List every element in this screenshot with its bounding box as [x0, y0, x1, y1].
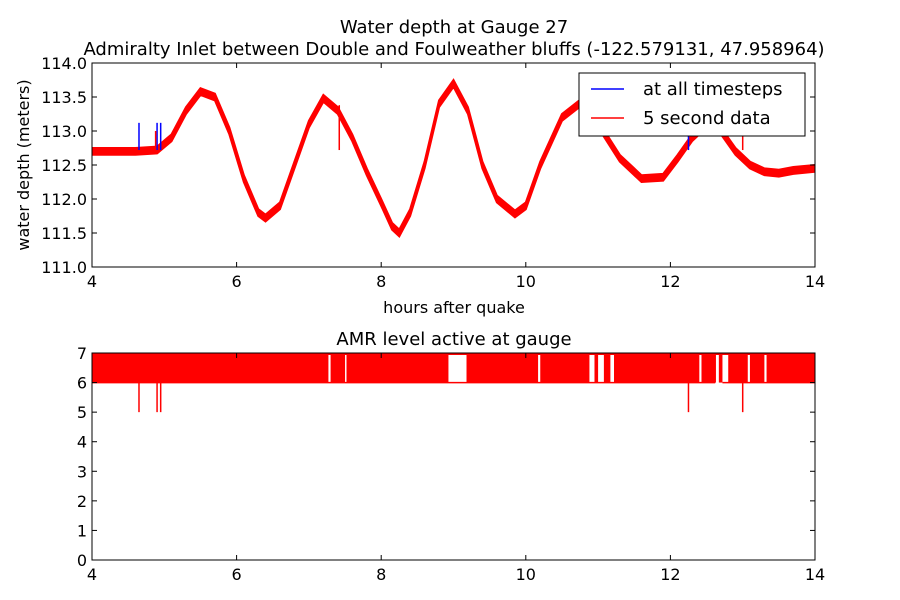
- amr-y-tick-label: 5: [77, 403, 87, 422]
- amr-y-tick-label: 1: [77, 521, 87, 540]
- amr-plot-area: [92, 353, 815, 413]
- depth-chart-title: Water depth at Gauge 27: [340, 17, 568, 38]
- depth-y-tick-label: 111.5: [41, 224, 87, 243]
- amr-y-axis: 0 1 2 3 4 5 6 7: [77, 344, 815, 570]
- amr-level-block: [92, 353, 329, 383]
- depth-y-tick-label: 113.5: [41, 88, 87, 107]
- amr-x-tick-label: 8: [376, 565, 386, 584]
- depth-x-axis-label: hours after quake: [383, 298, 525, 317]
- amr-chart-title: AMR level active at gauge: [336, 329, 571, 350]
- amr-chart: AMR level active at gauge 4 6 8 10 12 14 0123…: [77, 329, 825, 584]
- amr-y-tick-label: 2: [77, 492, 87, 511]
- amr-axes-frame: [91, 352, 816, 561]
- amr-level-block: [728, 353, 748, 383]
- depth-x-tick-label: 8: [376, 272, 386, 291]
- amr-level-block: [330, 353, 346, 383]
- depth-chart: Water depth at Gauge 27 Admiralty Inlet …: [14, 17, 825, 317]
- legend-label-all-timesteps: at all timesteps: [643, 79, 783, 100]
- amr-y-tick-label: 0: [77, 551, 87, 570]
- legend-label-5-second: 5 second data: [643, 108, 771, 129]
- depth-y-tick-label: 112.5: [41, 156, 87, 175]
- series-5-second-data: [92, 78, 815, 239]
- amr-x-tick-label: 12: [660, 565, 680, 584]
- amr-y-tick-label: 4: [77, 433, 87, 452]
- depth-plot-area: [92, 78, 815, 239]
- depth-y-tick-label: 113.0: [41, 122, 87, 141]
- amr-level-block: [466, 353, 539, 383]
- depth-x-tick-label: 14: [805, 272, 825, 291]
- amr-level-block: [346, 353, 449, 383]
- amr-level-block: [701, 353, 716, 383]
- depth-y-tick-label: 114.0: [41, 54, 87, 73]
- depth-y-axis-label: water depth (meters): [14, 79, 33, 250]
- amr-x-tick-label: 10: [516, 565, 536, 584]
- amr-level-block: [594, 353, 599, 383]
- amr-level-block: [749, 353, 765, 383]
- amr-x-axis: 4 6 8 10 12 14: [87, 353, 825, 584]
- amr-x-tick-label: 4: [87, 565, 97, 584]
- amr-y-tick-label: 6: [77, 374, 87, 393]
- depth-chart-subtitle: Admiralty Inlet between Double and Foulw…: [83, 39, 824, 60]
- legend-box: [578, 72, 806, 137]
- depth-x-axis: 4 6 8 10 12 14: [87, 63, 825, 291]
- amr-x-tick-label: 6: [232, 565, 242, 584]
- depth-x-tick-label: 12: [660, 272, 680, 291]
- amr-level-block: [614, 353, 700, 383]
- depth-y-tick-label: 112.0: [41, 190, 87, 209]
- depth-x-tick-label: 6: [232, 272, 242, 291]
- amr-level-block: [766, 353, 815, 383]
- depth-x-tick-label: 4: [87, 272, 97, 291]
- amr-y-tick-label: 7: [77, 344, 87, 363]
- depth-y-axis: 111.0 111.5 112.0 112.5 113.0 113.5 114.0: [41, 54, 815, 277]
- amr-level-block: [540, 353, 590, 383]
- amr-level-block: [718, 353, 723, 383]
- amr-y-tick-label: 3: [77, 462, 87, 481]
- amr-level-block: [603, 353, 611, 383]
- depth-y-tick-label: 111.0: [41, 258, 87, 277]
- amr-x-tick-label: 14: [805, 565, 825, 584]
- depth-x-tick-label: 10: [516, 272, 536, 291]
- depth-legend: at all timesteps 5 second data: [578, 72, 806, 137]
